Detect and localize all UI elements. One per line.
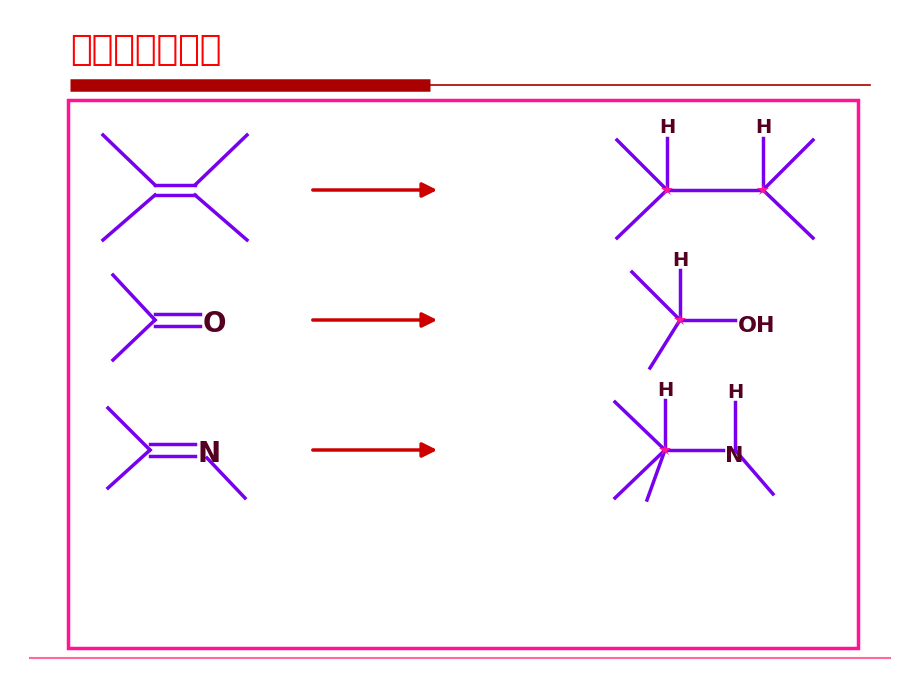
Text: H: H xyxy=(658,118,675,137)
Text: H: H xyxy=(754,118,770,137)
Text: H: H xyxy=(726,383,743,402)
Text: N: N xyxy=(724,446,743,466)
Text: H: H xyxy=(656,381,673,400)
Text: O: O xyxy=(203,310,226,338)
Text: H: H xyxy=(671,251,687,270)
Text: N: N xyxy=(198,440,221,468)
FancyBboxPatch shape xyxy=(68,100,857,648)
Text: OH: OH xyxy=(737,316,775,336)
Text: 三种形式如下：: 三种形式如下： xyxy=(70,33,221,67)
